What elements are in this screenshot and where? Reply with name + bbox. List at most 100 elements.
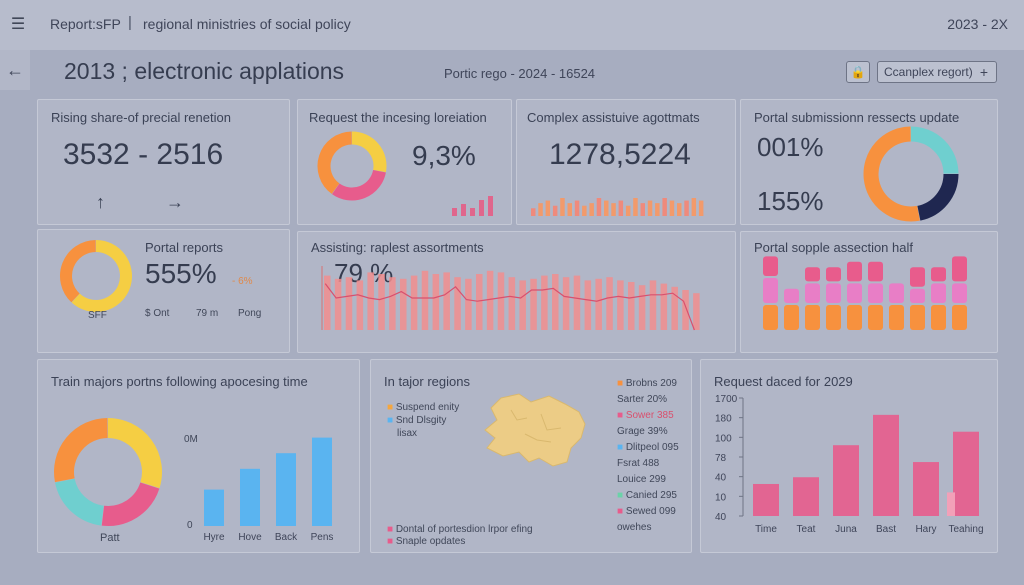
bar-segment [910, 267, 925, 287]
top-bar [0, 0, 1024, 50]
bar [669, 200, 675, 216]
bar [443, 272, 450, 330]
x-tick-label: Back [275, 532, 298, 543]
legend-item: $ Ont [145, 308, 170, 319]
donut-segment [54, 418, 109, 483]
region-list-item[interactable]: Fsrat 488 [617, 458, 660, 469]
bar [531, 208, 536, 216]
donut-label: Patt [100, 532, 120, 544]
portal-reports-value: 555% [145, 258, 217, 289]
footer-note: ■ Dontal of portesdion lrpor efing [387, 524, 533, 535]
bar-segment [826, 267, 841, 282]
bar [873, 414, 899, 516]
menu-icon[interactable]: ☰ [10, 16, 26, 33]
bar-segment [763, 305, 778, 330]
panel-major-regions: In tajor regions ■ Suspend enity ■ Snd D… [370, 359, 692, 553]
year-range[interactable]: 2023 - 2X [947, 16, 1008, 32]
legend-item: ■ Snd Dlsgity [387, 415, 447, 426]
legend-item: lisax [397, 428, 418, 439]
bar [660, 283, 668, 330]
app-title: Report:sFP [50, 16, 121, 32]
complex-mini-bars [531, 198, 704, 216]
request-donut [317, 131, 387, 201]
region-list-item[interactable]: ■ Brobns 209 [617, 378, 677, 389]
bar-segment [910, 288, 925, 303]
bar [655, 203, 660, 216]
bar [486, 270, 494, 330]
train-donut [54, 418, 162, 526]
bar [562, 277, 570, 330]
app-subtitle: regional ministries of social policy [143, 16, 351, 32]
back-arrow-icon[interactable]: ← [0, 50, 30, 90]
bar [432, 274, 440, 330]
bar [573, 275, 581, 330]
y-tick-label: 100 [715, 433, 732, 444]
bar [465, 278, 472, 330]
bar-segment [784, 288, 799, 303]
bar [618, 200, 624, 216]
bar [476, 274, 483, 330]
legend-item: ■ Suspend enity [387, 402, 460, 413]
x-tick-label: Teat [797, 524, 816, 535]
bar [538, 203, 543, 216]
bar [596, 198, 602, 216]
region-list-item[interactable]: ■ Dlitpeol 095 [617, 442, 679, 453]
submission-donut [863, 126, 959, 222]
donut-segment [107, 418, 162, 489]
bar-segment [826, 305, 841, 330]
panel-title: Train majors portns following apocesing … [51, 374, 308, 389]
y-axis-top: 0M [184, 434, 198, 445]
bar-segment [952, 256, 967, 282]
bar-segment [889, 283, 904, 303]
complex-report-button[interactable]: Ccanplex regort) + [877, 61, 997, 83]
bar [276, 453, 296, 526]
bar-segment [805, 305, 820, 330]
bar [519, 280, 526, 330]
bar [378, 274, 385, 330]
page-title: 2013 ; electronic applations [64, 58, 345, 84]
x-tick-label: Teahing [948, 524, 983, 535]
bar-segment [952, 283, 967, 303]
bar [693, 293, 700, 330]
region-map[interactable] [481, 390, 601, 470]
donut-segment [351, 131, 387, 173]
bar [400, 278, 407, 330]
bar [625, 205, 631, 216]
lock-icon: 🔒 [850, 65, 866, 79]
bar [324, 275, 331, 330]
arrow-up-icon[interactable]: ↑ [96, 192, 105, 212]
bar-segment [805, 267, 820, 282]
donut-segment [55, 478, 105, 526]
bar-segment [952, 305, 967, 330]
x-tick-label: Time [755, 524, 777, 535]
share-value: 3532 - 2516 [63, 138, 224, 171]
x-tick-label: Hyre [203, 532, 225, 543]
bar [552, 274, 559, 330]
legend-item: Pong [238, 308, 262, 319]
lock-button[interactable]: 🔒 [846, 61, 870, 83]
arrow-right-icon[interactable]: → [166, 192, 184, 212]
donut-segment [101, 481, 160, 526]
period-filter[interactable]: Portic rego - 2024 - 16524 [444, 66, 596, 81]
y-tick-label: 78 [715, 453, 727, 464]
bar [452, 208, 457, 216]
donut-segment [863, 126, 920, 222]
region-list-item[interactable]: Louice 299 [617, 474, 666, 485]
region-list-item[interactable]: ■ Sower 385 [617, 410, 674, 421]
trend-line [324, 283, 695, 331]
bar [552, 205, 558, 216]
submission-value-1: 001% [757, 132, 824, 162]
panel-rising-share: Rising share-of precial renetion 3532 - … [37, 99, 290, 225]
footer-note: ■ Snaple opdates [387, 536, 466, 547]
region-list-item[interactable]: Sarter 20% [617, 394, 668, 405]
portal-reports-donut [60, 240, 132, 312]
region-list-item[interactable]: owehes [617, 522, 652, 533]
bar-segment [847, 261, 862, 282]
bar [334, 278, 342, 330]
donut-segment [317, 131, 353, 194]
bar [367, 272, 374, 330]
y-tick-label: 40 [715, 512, 727, 523]
region-list-item[interactable]: ■ Canied 295 [617, 490, 677, 501]
region-list-item[interactable]: ■ Sewed 099 [617, 506, 676, 517]
region-list-item[interactable]: Grage 39% [617, 426, 668, 437]
